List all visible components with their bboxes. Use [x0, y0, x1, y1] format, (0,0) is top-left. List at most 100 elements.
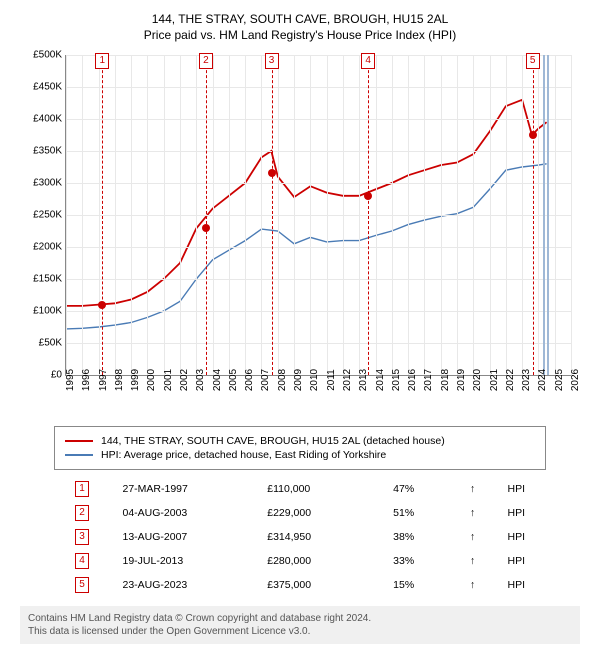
- legend-swatch: [65, 454, 93, 456]
- marker-pct: 51%: [385, 502, 460, 524]
- legend-label: 144, THE STRAY, SOUTH CAVE, BROUGH, HU15…: [101, 435, 445, 447]
- gridline-v: [164, 55, 165, 375]
- gridline-v: [196, 55, 197, 375]
- gridline-v: [213, 55, 214, 375]
- gridline-v: [392, 55, 393, 375]
- x-axis-label: 2022: [505, 369, 516, 391]
- marker-cmp: HPI: [499, 478, 533, 500]
- x-axis-label: 2011: [326, 369, 337, 391]
- x-axis-label: 2024: [537, 369, 548, 391]
- gridline-h: [66, 87, 571, 88]
- marker-date: 04-AUG-2003: [114, 502, 257, 524]
- x-axis-label: 1996: [81, 369, 92, 391]
- x-axis-label: 1995: [65, 369, 76, 391]
- x-axis-label: 2002: [179, 369, 190, 391]
- gridline-h: [66, 151, 571, 152]
- sale-point: [529, 131, 537, 139]
- marker-row: 523-AUG-2023£375,00015%↑HPI: [67, 574, 533, 596]
- legend-item-property: 144, THE STRAY, SOUTH CAVE, BROUGH, HU15…: [65, 435, 535, 447]
- x-axis-label: 1999: [130, 369, 141, 391]
- marker-num: 4: [75, 553, 89, 569]
- legend-item-hpi: HPI: Average price, detached house, East…: [65, 449, 535, 461]
- marker-pct: 47%: [385, 478, 460, 500]
- x-axis-label: 2000: [146, 369, 157, 391]
- gridline-v: [473, 55, 474, 375]
- gridline-v: [180, 55, 181, 375]
- chart-area: 12345 £0£50K£100K£150K£200K£250K£300K£35…: [20, 50, 580, 420]
- gridline-h: [66, 343, 571, 344]
- series-line-property: [66, 100, 547, 306]
- gridline-v: [131, 55, 132, 375]
- marker-row: 419-JUL-2013£280,00033%↑HPI: [67, 550, 533, 572]
- gridline-v: [147, 55, 148, 375]
- x-axis-label: 2009: [293, 369, 304, 391]
- arrow-up-icon: ↑: [462, 478, 498, 500]
- sale-point: [98, 301, 106, 309]
- arrow-up-icon: ↑: [462, 526, 498, 548]
- arrow-up-icon: ↑: [462, 502, 498, 524]
- gridline-v: [310, 55, 311, 375]
- x-axis-label: 2007: [260, 369, 271, 391]
- x-axis-label: 2010: [309, 369, 320, 391]
- attribution-line: Contains HM Land Registry data © Crown c…: [28, 612, 572, 625]
- marker-num: 3: [75, 529, 89, 545]
- legend: 144, THE STRAY, SOUTH CAVE, BROUGH, HU15…: [54, 426, 546, 470]
- marker-row: 204-AUG-2003£229,00051%↑HPI: [67, 502, 533, 524]
- arrow-up-icon: ↑: [462, 550, 498, 572]
- gridline-v: [278, 55, 279, 375]
- marker-vline: [102, 55, 103, 375]
- x-axis-label: 2023: [521, 369, 532, 391]
- current-date-line: [547, 55, 549, 375]
- marker-number-box: 1: [95, 53, 109, 69]
- x-axis-label: 2021: [489, 369, 500, 391]
- marker-cmp: HPI: [499, 526, 533, 548]
- y-axis-label: £100K: [22, 306, 62, 317]
- gridline-v: [245, 55, 246, 375]
- gridline-v: [82, 55, 83, 375]
- y-axis-label: £500K: [22, 50, 62, 61]
- marker-date: 27-MAR-1997: [114, 478, 257, 500]
- gridline-h: [66, 119, 571, 120]
- sale-point: [202, 224, 210, 232]
- marker-pct: 33%: [385, 550, 460, 572]
- gridline-h: [66, 55, 571, 56]
- y-axis-label: £350K: [22, 146, 62, 157]
- gridline-v: [522, 55, 523, 375]
- marker-cmp: HPI: [499, 574, 533, 596]
- gridline-v: [343, 55, 344, 375]
- gridline-h: [66, 183, 571, 184]
- x-axis-label: 2004: [212, 369, 223, 391]
- gridline-v: [555, 55, 556, 375]
- x-axis-label: 2008: [277, 369, 288, 391]
- marker-num: 1: [75, 481, 89, 497]
- x-axis-label: 2016: [407, 369, 418, 391]
- gridline-v: [408, 55, 409, 375]
- y-axis-label: £450K: [22, 82, 62, 93]
- marker-date: 19-JUL-2013: [114, 550, 257, 572]
- gridline-v: [490, 55, 491, 375]
- x-axis-label: 2001: [163, 369, 174, 391]
- marker-date: 13-AUG-2007: [114, 526, 257, 548]
- x-axis-label: 2018: [440, 369, 451, 391]
- gridline-h: [66, 279, 571, 280]
- gridline-h: [66, 311, 571, 312]
- gridline-v: [261, 55, 262, 375]
- marker-price: £314,950: [259, 526, 383, 548]
- gridline-v: [376, 55, 377, 375]
- gridline-v: [327, 55, 328, 375]
- gridline-v: [294, 55, 295, 375]
- marker-price: £375,000: [259, 574, 383, 596]
- marker-row: 127-MAR-1997£110,00047%↑HPI: [67, 478, 533, 500]
- x-axis-label: 1997: [98, 369, 109, 391]
- attribution: Contains HM Land Registry data © Crown c…: [20, 606, 580, 644]
- chart-title: 144, THE STRAY, SOUTH CAVE, BROUGH, HU15…: [10, 12, 590, 26]
- y-axis-label: £250K: [22, 210, 62, 221]
- gridline-v: [538, 55, 539, 375]
- x-axis-label: 1998: [114, 369, 125, 391]
- marker-cmp: HPI: [499, 550, 533, 572]
- marker-num: 2: [75, 505, 89, 521]
- y-axis-label: £400K: [22, 114, 62, 125]
- sale-point: [268, 169, 276, 177]
- x-axis-label: 2017: [423, 369, 434, 391]
- marker-pct: 38%: [385, 526, 460, 548]
